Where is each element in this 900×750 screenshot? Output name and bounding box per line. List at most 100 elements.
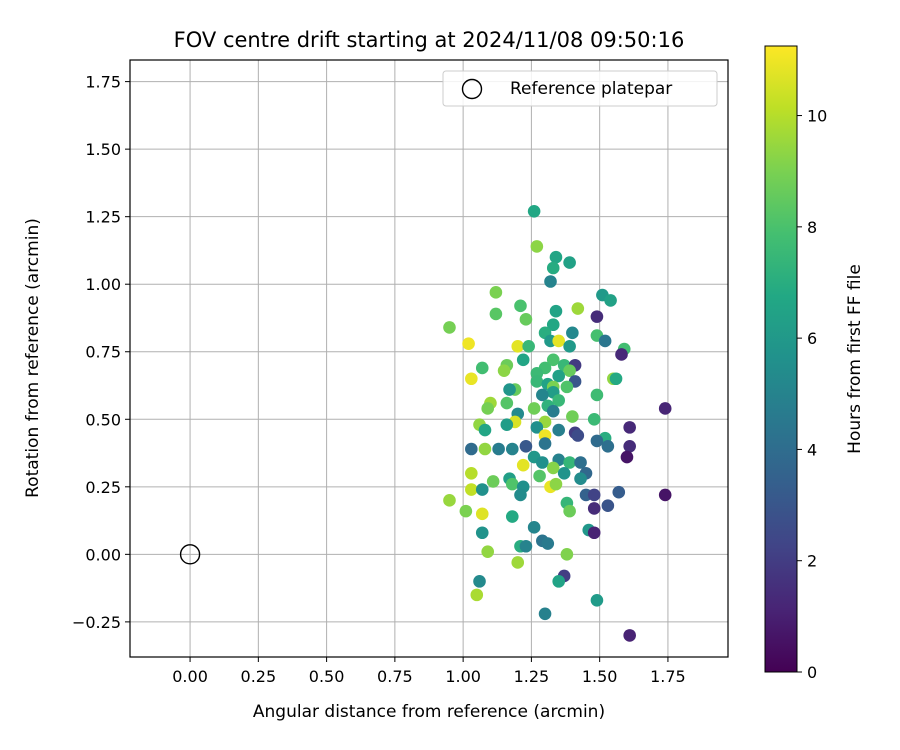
colorbar-tick-label: 2	[807, 552, 817, 571]
x-axis-label: Angular distance from reference (arcmin)	[253, 702, 605, 722]
data-point	[465, 372, 478, 386]
data-point	[470, 588, 484, 602]
data-point	[590, 388, 604, 402]
data-point	[552, 575, 566, 588]
data-point	[536, 388, 549, 402]
data-point	[546, 261, 560, 275]
data-point	[566, 326, 579, 340]
data-point	[475, 361, 489, 375]
data-point	[481, 402, 495, 415]
data-point	[552, 369, 566, 383]
y-tick-label: 1.25	[85, 208, 121, 227]
data-point	[505, 442, 519, 456]
data-point	[623, 439, 636, 453]
data-point	[533, 469, 546, 483]
data-point	[574, 472, 587, 486]
colorbar-label: Hours from first FF file	[845, 264, 865, 454]
data-point	[519, 439, 533, 453]
data-point	[544, 275, 557, 288]
grid-lines	[130, 60, 728, 657]
data-point	[459, 504, 473, 518]
data-point	[478, 423, 492, 437]
data-point	[571, 302, 585, 315]
data-point	[623, 421, 636, 434]
data-point	[475, 526, 489, 540]
data-point	[587, 502, 601, 515]
data-point	[530, 375, 544, 388]
data-point	[530, 240, 544, 253]
y-tick-label: 0.75	[85, 343, 121, 362]
data-point	[527, 521, 541, 534]
data-point	[615, 348, 628, 361]
data-point	[598, 334, 612, 348]
colorbar-tick-label: 8	[807, 218, 817, 237]
data-point	[563, 456, 576, 469]
data-point	[623, 629, 636, 642]
data-point	[574, 456, 587, 469]
data-point	[478, 442, 492, 456]
x-tick-label: 1.25	[514, 667, 550, 686]
data-point	[473, 575, 486, 588]
data-point	[505, 510, 519, 523]
data-point	[563, 256, 576, 269]
y-tick-label: 1.00	[85, 275, 121, 294]
data-point	[587, 412, 601, 426]
data-point	[486, 475, 500, 488]
data-point	[443, 321, 456, 334]
x-tick-label: 1.00	[445, 667, 481, 686]
data-point	[557, 467, 571, 480]
colorbar-ticks: 0 2 4 6 8 10	[797, 107, 827, 682]
chart-title: FOV centre drift starting at 2024/11/08 …	[174, 28, 685, 52]
colorbar-tick-label: 6	[807, 329, 817, 348]
data-point	[590, 593, 604, 607]
y-tick-label: 1.75	[85, 73, 121, 92]
y-tick-label: 0.50	[85, 410, 121, 429]
data-point	[552, 423, 566, 437]
y-tick-label: 0.25	[85, 478, 121, 497]
data-point	[538, 437, 552, 450]
colorbar-tick-label: 4	[807, 440, 817, 459]
data-point	[489, 286, 503, 299]
legend: Reference platepar	[442, 70, 718, 107]
data-point	[566, 410, 579, 423]
legend-reference-marker	[461, 78, 483, 100]
x-tick-label: 1.50	[582, 667, 618, 686]
data-point	[505, 477, 519, 491]
data-point	[522, 340, 535, 353]
data-point	[658, 402, 672, 415]
y-tick-label: 1.50	[85, 140, 121, 159]
data-point	[541, 537, 555, 550]
data-point	[465, 442, 478, 456]
data-point	[443, 494, 456, 507]
data-point	[590, 434, 604, 448]
data-point	[519, 539, 533, 553]
data-point	[514, 488, 527, 502]
data-point	[658, 488, 672, 502]
data-point	[527, 204, 541, 218]
data-point	[601, 439, 615, 453]
colorbar: 0 2 4 6 8 10 Hours from first FF file	[764, 45, 865, 682]
data-point	[516, 458, 530, 472]
data-point	[462, 337, 475, 350]
colorbar-tick-label: 10	[807, 107, 827, 126]
data-point	[511, 556, 525, 569]
y-tick-label: −0.25	[72, 613, 121, 632]
x-tick-label: 1.75	[650, 667, 686, 686]
data-point	[516, 353, 530, 367]
data-point	[514, 299, 527, 313]
data-point	[552, 334, 566, 348]
data-point	[549, 304, 563, 318]
data-point	[571, 429, 585, 442]
data-point	[546, 461, 560, 475]
data-point	[536, 456, 549, 469]
data-point	[538, 607, 552, 621]
reference-marker-layer	[179, 544, 201, 565]
data-point	[563, 504, 576, 518]
data-point	[604, 294, 617, 307]
data-point	[609, 372, 623, 386]
data-point	[481, 545, 495, 558]
data-point	[500, 418, 514, 431]
data-point	[620, 450, 634, 464]
x-tick-label: 0.00	[172, 667, 208, 686]
